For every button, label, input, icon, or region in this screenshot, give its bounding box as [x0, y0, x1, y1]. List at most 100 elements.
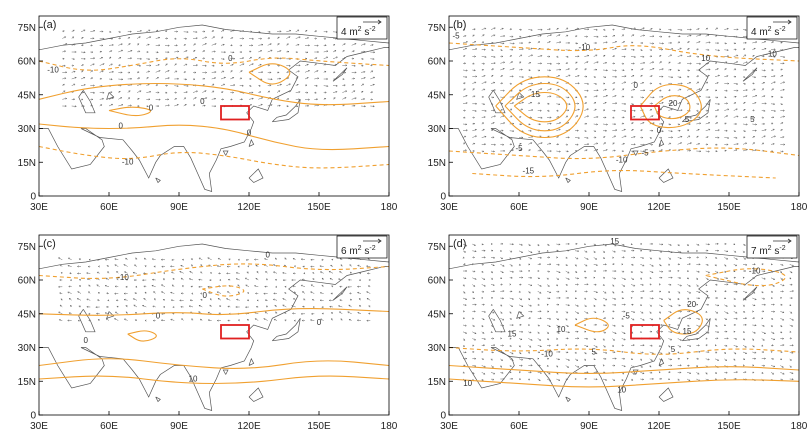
vector-arrow	[155, 77, 160, 80]
vector-arrow	[356, 285, 362, 288]
vector-arrow	[500, 297, 505, 300]
vector-arrow	[752, 47, 756, 51]
vector-arrow	[370, 91, 374, 94]
y-tick-label: 0	[30, 192, 36, 203]
vector-arrow	[584, 143, 590, 146]
vector-arrow	[462, 69, 468, 72]
vector-arrow	[556, 143, 560, 146]
vector-arrow	[602, 297, 608, 301]
vector-arrow	[686, 284, 691, 287]
vector-arrow	[640, 122, 645, 125]
vector-arrow	[97, 265, 100, 268]
vector-arrow	[556, 378, 561, 381]
vector-arrow	[714, 344, 717, 347]
reference-vector-label: 4 m2 s-2	[751, 26, 786, 38]
vector-arrow	[118, 30, 122, 33]
vector-arrow	[146, 83, 150, 86]
vector-arrow	[282, 279, 287, 282]
vector-arrow	[742, 345, 747, 348]
vector-arrow	[183, 84, 189, 87]
vector-arrow	[472, 128, 478, 132]
vector-arrow	[342, 78, 345, 81]
vector-arrow	[267, 84, 272, 87]
vector-arrow	[254, 318, 259, 321]
vector-arrow	[565, 34, 569, 37]
vector-arrow	[621, 324, 624, 328]
vector-arrow	[332, 37, 338, 40]
vector-arrow	[276, 71, 280, 74]
coastline	[516, 92, 525, 100]
vector-arrow	[556, 81, 559, 84]
vector-arrow	[649, 371, 653, 374]
vector-arrow	[472, 365, 477, 367]
vector-arrow	[258, 50, 263, 53]
vector-arrow	[537, 142, 543, 145]
vector-arrow	[631, 256, 636, 259]
vector-arrow	[188, 305, 194, 308]
vector-arrow	[724, 129, 728, 132]
x-tick-label: 30E	[440, 202, 458, 213]
vector-arrow	[742, 358, 746, 360]
vector-arrow	[761, 297, 766, 300]
coastline	[248, 138, 255, 147]
vector-arrow	[640, 318, 645, 321]
vector-arrow	[258, 37, 263, 40]
vector-arrow	[649, 344, 653, 347]
vector-arrow	[472, 338, 477, 341]
vector-arrow	[225, 298, 231, 301]
vector-arrow	[518, 136, 524, 139]
vector-arrow	[462, 75, 468, 79]
vector-arrow	[574, 143, 579, 146]
vector-arrow	[490, 115, 497, 118]
vector-arrow	[332, 56, 338, 60]
vector-arrow	[770, 95, 774, 98]
vector-arrow	[574, 337, 580, 340]
vector-arrow	[705, 27, 709, 30]
vector-arrow	[770, 270, 774, 273]
reference-vector-label: 7 m2 s-2	[751, 245, 786, 257]
vector-arrow	[574, 257, 579, 260]
vector-arrow	[220, 51, 227, 54]
vector-arrow	[742, 76, 746, 78]
vector-arrow	[770, 135, 777, 138]
vector-arrow	[733, 42, 737, 45]
vector-arrow	[462, 82, 466, 85]
vector-arrow	[481, 68, 485, 71]
vector-arrow	[144, 319, 147, 322]
vector-arrow	[209, 298, 212, 301]
coastline	[222, 150, 229, 156]
vector-arrow	[528, 243, 531, 247]
vector-arrow	[724, 242, 727, 245]
vector-arrow	[462, 28, 466, 31]
vector-arrow	[300, 284, 306, 288]
vector-arrow	[584, 48, 588, 51]
vector-arrow	[518, 28, 523, 31]
vector-arrow	[76, 265, 82, 268]
vector-arrow	[714, 109, 720, 112]
vector-arrow	[172, 277, 175, 281]
vector-arrow	[239, 57, 245, 60]
vector-arrow	[780, 68, 784, 71]
vector-arrow	[311, 298, 315, 301]
vector-arrow	[481, 324, 484, 328]
vector-arrow	[584, 304, 587, 308]
vector-arrow	[146, 90, 152, 93]
vector-arrow	[472, 317, 475, 320]
vector-arrow	[312, 278, 315, 281]
vector-arrow	[239, 51, 243, 54]
vector-arrow	[509, 351, 514, 355]
vector-arrow	[500, 136, 503, 139]
vector-arrow	[105, 292, 110, 295]
vector-arrow	[462, 338, 466, 341]
vector-arrow	[160, 258, 166, 261]
vector-arrow	[584, 122, 588, 125]
vector-arrow	[491, 337, 495, 340]
vector-arrow	[295, 91, 301, 94]
vector-arrow	[239, 37, 245, 40]
vector-arrow	[211, 83, 215, 86]
vector-arrow	[752, 142, 756, 145]
vector-arrow	[584, 243, 587, 245]
vector-arrow	[90, 29, 96, 33]
vector-arrow	[509, 42, 515, 45]
